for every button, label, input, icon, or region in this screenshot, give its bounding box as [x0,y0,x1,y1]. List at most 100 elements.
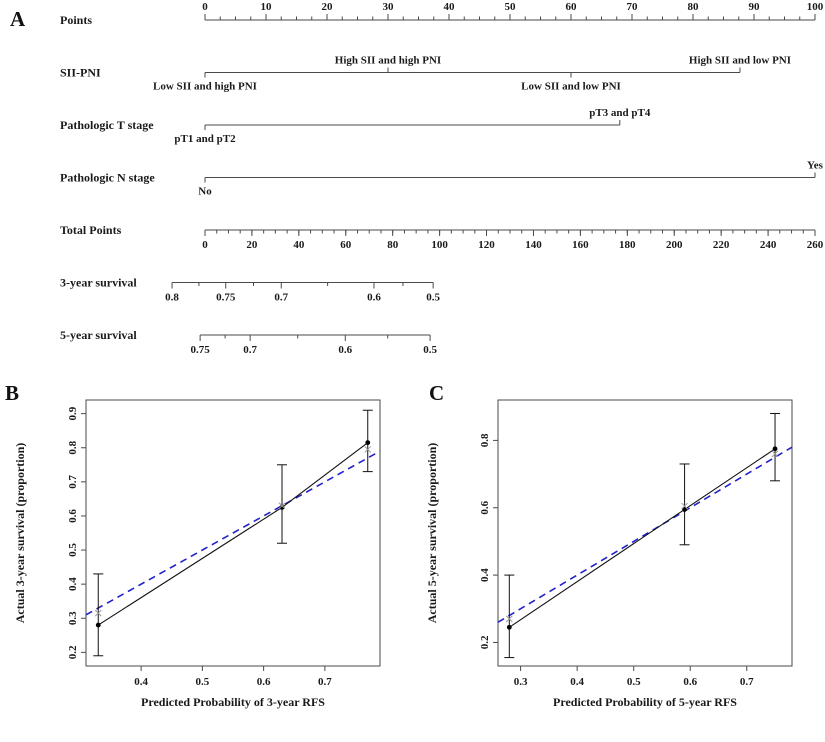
x-tick-label: 0.3 [514,676,528,688]
y-tick-label: 0.6 [479,500,491,514]
row-label-pathologic-n-stage: Pathologic N stage [60,171,155,185]
tick-label: 0.5 [423,344,437,356]
panel-a-letter: A [10,7,26,31]
category-label: No [198,186,212,198]
tick-label: 10 [261,1,273,13]
y-tick-label: 0.6 [67,509,79,523]
tick-label: 0.8 [165,292,179,304]
panel-b-letter: B [5,381,19,405]
tick-label: 0.7 [243,344,257,356]
row-label-sii-pni: SII-PNI [60,66,101,80]
plot-frame [85,399,381,667]
tick-label: 40 [444,1,456,13]
tick-label: 0.6 [367,292,381,304]
nomogram-row-pathologic-n-stage: Pathologic N stage No Yes [60,160,824,198]
calibration-line [97,442,369,626]
calibration-row: B 0.4 0.5 0.6 0.7 0.2 0.3 0.4 0.5 0.6 0.7 0.8 0.9 Pr… [0,378,825,742]
data-point [365,440,371,446]
x-tick-label: 0.7 [318,676,332,688]
nomogram-row-survival-3yr: 3-year survival 0.8 0.75 0.7 0.6 0.5 [60,276,441,304]
tick-label: 70 [627,1,639,13]
y-tick-label: 0.8 [479,433,491,447]
nomogram-row-pathologic-t-stage: Pathologic T stage pT1 and pT2 pT3 and pT4 [60,107,651,145]
tick-label: 50 [505,1,517,13]
cross-marker [505,615,513,623]
category-label: pT1 and pT2 [174,133,236,145]
x-tick-label: 0.6 [683,676,697,688]
data-point [95,622,101,628]
tick-label: 0.5 [426,292,440,304]
tick-label: 0 [202,1,208,13]
tick-label: 0.75 [216,292,236,304]
category-label: High SII and low PNI [689,55,791,67]
y-axis-title: Actual 5-year survival (proportion) [425,443,439,624]
x-tick-label: 0.4 [134,676,148,688]
row-label-total-points: Total Points [60,223,122,237]
plot-frame [497,399,793,667]
y-tick-label: 0.8 [67,440,79,454]
tick-label: 240 [760,239,777,251]
y-tick-label: 0.2 [479,635,491,649]
row-label-survival-3yr: 3-year survival [60,276,137,290]
tick-label: 0 [202,239,208,251]
x-axis-title: Predicted Probability of 3-year RFS [141,695,325,709]
tick-label: 30 [383,1,395,13]
tick-label: 100 [807,1,824,13]
x-tick-label: 0.6 [257,676,271,688]
tick-label: 220 [713,239,730,251]
tick-label: 20 [322,1,334,13]
category-label: Low SII and high PNI [153,81,257,93]
calibration-5yr-svg: C 0.3 0.4 0.5 0.6 0.7 0.2 0.4 0.6 0.8 Predicted P… [425,381,793,709]
ideal-line [497,446,793,623]
y-axis-title: Actual 3-year survival (proportion) [13,443,27,624]
calibration-plot-C: 0.3 0.4 0.5 0.6 0.7 0.2 0.4 0.6 0.8 Predicted Pro… [425,399,793,709]
tick-label: 120 [478,239,495,251]
tick-label: 260 [807,239,824,251]
calibration-line [509,448,776,628]
tick-label: 100 [431,239,448,251]
tick-label: 90 [749,1,761,13]
tick-label: 180 [619,239,636,251]
x-tick-label: 0.4 [570,676,584,688]
cross-marker [364,446,372,453]
y-tick-label: 0.5 [67,543,79,557]
row-label-pathologic-t-stage: Pathologic T stage [60,118,154,132]
x-tick-label: 0.5 [627,676,641,688]
cross-marker [94,609,102,617]
y-tick-label: 0.3 [67,611,79,625]
y-tick-label: 0.7 [67,474,79,488]
tick-label: 0.75 [190,344,210,356]
category-label: Yes [807,160,824,172]
tick-label: 80 [688,1,700,13]
nomogram-row-sii-pni: SII-PNI Low SII and high PNI High SII and … [60,55,791,93]
calibration-3yr-svg: B 0.4 0.5 0.6 0.7 0.2 0.3 0.4 0.5 0.6 0.7 0.8 0.9 Pr… [5,381,381,709]
calibration-plot-B: 0.4 0.5 0.6 0.7 0.2 0.3 0.4 0.5 0.6 0.7 0.8 0.9 Pred… [13,399,381,709]
x-axis-title: Predicted Probability of 5-year RFS [553,695,737,709]
x-tick-label: 0.5 [196,676,210,688]
tick-label: 200 [666,239,683,251]
tick-label: 160 [572,239,589,251]
data-point [682,507,687,512]
cross-marker [771,450,779,458]
tick-label: 20 [246,239,258,251]
tick-label: 40 [293,239,305,251]
cross-marker [278,502,286,510]
y-tick-label: 0.4 [67,577,79,591]
y-tick-label: 0.2 [67,645,79,659]
row-label-survival-5yr: 5-year survival [60,328,137,342]
tick-label: 0.7 [274,292,288,304]
tick-label: 0.6 [338,344,352,356]
nomogram-row-total-points: Total Points 0 20 40 60 80 100 120 140 160 180 200 2… [60,223,824,251]
category-label: High SII and high PNI [335,55,441,67]
tick-label: 60 [340,239,352,251]
data-point [506,624,512,630]
category-label: Low SII and low PNI [521,81,621,93]
nomogram-row-points: Points 0 10 20 30 40 50 60 70 80 90 100 [60,1,824,27]
ideal-line [85,450,381,616]
category-label: pT3 and pT4 [589,107,651,119]
tick-label: 80 [387,239,399,251]
row-label-points: Points [60,13,92,27]
panel-c-letter: C [429,381,444,405]
tick-label: 140 [525,239,542,251]
